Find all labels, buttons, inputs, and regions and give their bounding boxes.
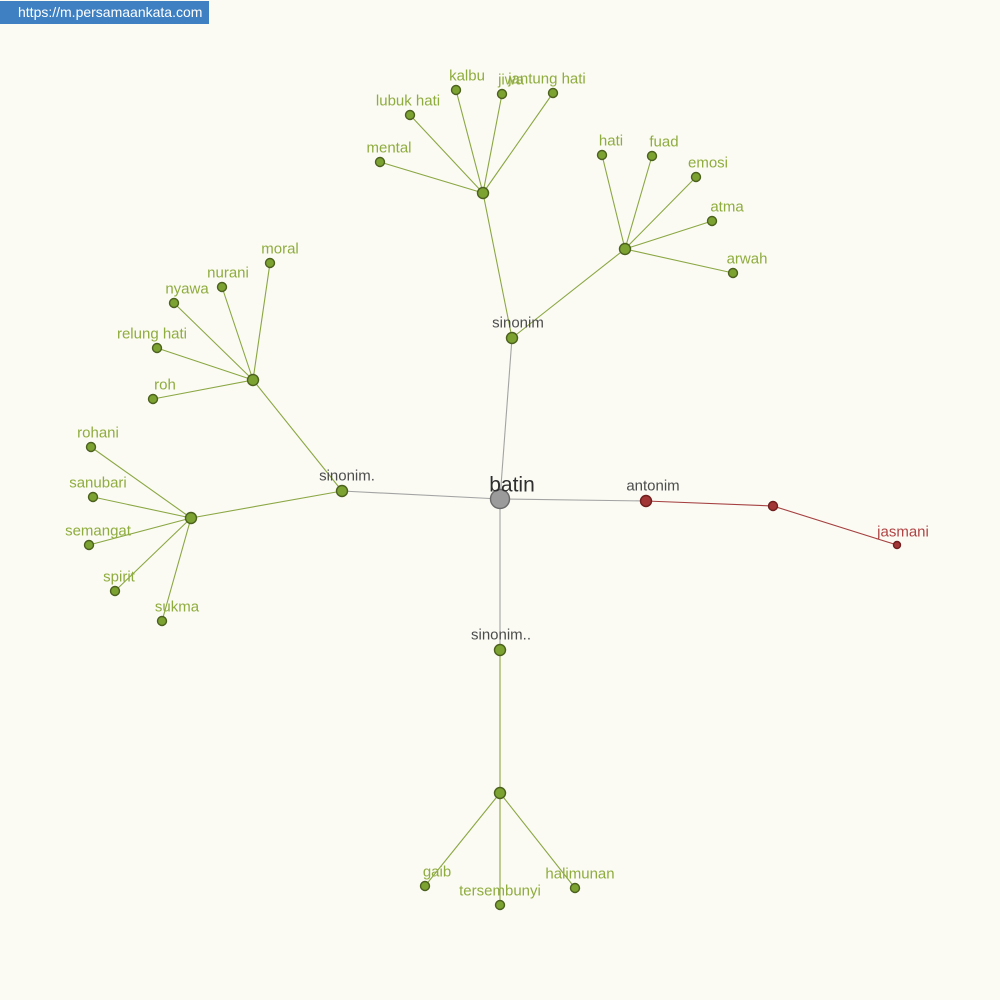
node-sinonim_top[interactable] — [505, 331, 519, 345]
label-lubuk_hati: lubuk hati — [376, 93, 440, 110]
label-atma: atma — [710, 199, 744, 216]
node-halimunan[interactable] — [569, 882, 581, 894]
label-semangat: semangat — [65, 523, 132, 540]
label-halimunan: halimunan — [545, 866, 614, 883]
label-jiwa: jiwa — [497, 72, 524, 89]
node-batin[interactable] — [489, 488, 511, 510]
label-moral: moral — [261, 241, 299, 258]
node-nyawa[interactable] — [168, 297, 180, 309]
label-tersembunyi: tersembunyi — [459, 883, 541, 900]
label-sanubari: sanubari — [69, 475, 127, 492]
edge-hub_upperleft-relung_hati — [156, 347, 254, 381]
node-lubuk_hati[interactable] — [404, 109, 416, 121]
label-gaib: gaib — [423, 864, 451, 881]
edge-hub_bottom-halimunan — [499, 792, 576, 889]
edge-hub_topright-emosi — [624, 176, 697, 250]
node-hub_bottom[interactable] — [493, 786, 507, 800]
node-relung_hati[interactable] — [151, 342, 163, 354]
edge-hub_lowerleft-sukma — [161, 517, 192, 622]
edge-hub_topright-fuad — [624, 155, 653, 250]
node-emosi[interactable] — [690, 171, 702, 183]
node-tersembunyi[interactable] — [494, 899, 506, 911]
label-mental: mental — [366, 140, 411, 157]
label-batin: batin — [489, 474, 535, 497]
label-sinonim_bottom: sinonim.. — [471, 627, 531, 644]
node-sinonim_bottom[interactable] — [493, 643, 507, 657]
edge-sinonim_top-hub_topright — [511, 248, 626, 339]
node-mental[interactable] — [374, 156, 386, 168]
node-antonim[interactable] — [639, 494, 653, 508]
node-atma[interactable] — [706, 215, 718, 227]
label-sinonim_top: sinonim — [492, 315, 544, 332]
label-sinonim_left: sinonim. — [319, 468, 375, 485]
label-jasmani: jasmani — [876, 524, 929, 541]
node-nurani[interactable] — [216, 281, 228, 293]
edge-hub_topright-arwah — [624, 248, 734, 274]
label-hati: hati — [599, 133, 623, 150]
node-hub_top[interactable] — [476, 186, 490, 200]
node-jasmani[interactable] — [892, 540, 902, 550]
edge-hub_bottom-gaib — [424, 792, 501, 887]
edge-hub_upperleft-nyawa — [173, 302, 254, 381]
edge-sinonim_top-hub_top — [482, 192, 513, 339]
label-sukma: sukma — [155, 599, 200, 616]
edge-sinonim_left-hub_upperleft — [252, 379, 343, 492]
edge-hub_upperleft-moral — [252, 262, 271, 381]
node-sinonim_left[interactable] — [335, 484, 349, 498]
edge-antonim-hub_ant — [645, 500, 774, 507]
node-moral[interactable] — [264, 257, 276, 269]
node-rohani[interactable] — [85, 441, 97, 453]
edge-hub_ant-jasmani — [772, 505, 898, 546]
node-arwah[interactable] — [727, 267, 739, 279]
edge-hub_top-kalbu — [455, 89, 484, 194]
label-arwah: arwah — [727, 251, 768, 268]
node-jiwa[interactable] — [496, 88, 508, 100]
node-jantung_hati[interactable] — [547, 87, 559, 99]
edge-hub_topright-hati — [601, 154, 626, 250]
label-spirit: spirit — [103, 569, 136, 586]
edge-hub_upperleft-roh — [152, 379, 254, 400]
node-spirit[interactable] — [109, 585, 121, 597]
edge-batin-sinonim_left — [341, 490, 501, 500]
label-nurani: nurani — [207, 265, 249, 282]
edge-hub_topright-atma — [624, 220, 713, 250]
node-semangat[interactable] — [83, 539, 95, 551]
node-kalbu[interactable] — [450, 84, 462, 96]
edge-sinonim_left-hub_lowerleft — [190, 490, 343, 519]
node-gaib[interactable] — [419, 880, 431, 892]
label-relung_hati: relung hati — [117, 326, 187, 343]
label-jantung_hati: jantung hati — [507, 71, 586, 88]
label-fuad: fuad — [649, 134, 678, 151]
edge-hub_top-jiwa — [482, 93, 503, 194]
edge-hub_top-jantung_hati — [482, 92, 554, 194]
node-fuad[interactable] — [646, 150, 658, 162]
edge-batin-antonim — [499, 498, 647, 502]
label-antonim: antonim — [626, 478, 679, 495]
label-roh: roh — [154, 377, 176, 394]
edge-hub_lowerleft-semangat — [88, 517, 192, 546]
label-kalbu: kalbu — [449, 68, 485, 85]
node-roh[interactable] — [147, 393, 159, 405]
edge-hub_upperleft-nurani — [221, 286, 254, 381]
node-hub_upperleft[interactable] — [246, 373, 260, 387]
node-hub_ant[interactable] — [767, 500, 779, 512]
edge-hub_lowerleft-rohani — [90, 446, 192, 519]
node-hub_topright[interactable] — [618, 242, 632, 256]
edge-batin-sinonim_top — [499, 337, 513, 500]
node-sanubari[interactable] — [87, 491, 99, 503]
node-sukma[interactable] — [156, 615, 168, 627]
edge-hub_lowerleft-spirit — [114, 517, 192, 592]
node-hati[interactable] — [596, 149, 608, 161]
node-hub_lowerleft[interactable] — [184, 511, 198, 525]
edge-hub_lowerleft-sanubari — [92, 496, 192, 519]
label-emosi: emosi — [688, 155, 728, 172]
label-nyawa: nyawa — [165, 281, 209, 298]
edge-hub_top-mental — [379, 161, 484, 194]
url-badge: https://m.persamaankata.com — [0, 1, 210, 24]
edge-hub_top-lubuk_hati — [409, 114, 484, 194]
label-rohani: rohani — [77, 425, 119, 442]
